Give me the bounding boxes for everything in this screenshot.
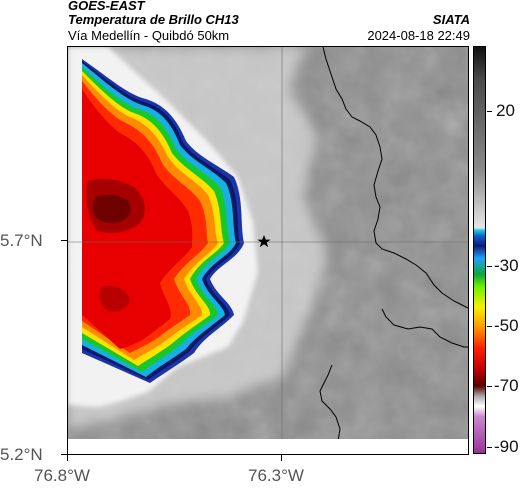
y-label-5.2: 5.2°N <box>0 445 43 464</box>
y-tick-2 <box>61 454 67 455</box>
organization-label: SIATA <box>432 12 470 27</box>
cb-tick-neg50 <box>487 326 492 327</box>
colorbar-label-20: 20 <box>496 101 515 120</box>
convective-cloud <box>82 59 244 383</box>
x-tick-1 <box>67 455 68 461</box>
route-subtitle: Vía Medellín - Quibdó 50km <box>68 28 230 43</box>
colorbar-label-neg70: -70 <box>494 376 519 395</box>
cb-tick-neg90 <box>487 447 492 448</box>
colorbar-label-neg90: -90 <box>494 437 519 456</box>
map-bottom-strip <box>68 439 468 454</box>
boundary-line-2 <box>381 308 468 348</box>
satellite-map[interactable] <box>67 46 469 455</box>
boundary-line-1 <box>322 47 468 309</box>
x-label-76.8: 76.8°W <box>34 466 90 485</box>
y-tick-1 <box>61 240 67 241</box>
cb-tick-neg70 <box>487 386 492 387</box>
x-tick-2 <box>281 455 282 461</box>
cb-tick-neg30 <box>487 266 492 267</box>
star-icon <box>257 235 271 248</box>
colorbar-label-neg30: -30 <box>494 256 519 275</box>
map-svg <box>68 47 468 454</box>
cb-tick-20 <box>487 111 492 112</box>
x-label-76.3: 76.3°W <box>248 466 304 485</box>
colorbar-label-neg50: -50 <box>494 316 519 335</box>
y-label-5.7: 5.7°N <box>0 231 43 250</box>
colorbar <box>473 46 486 454</box>
product-title: Temperatura de Brillo CH13 <box>68 12 239 27</box>
datetime-label: 2024-08-18 22:49 <box>367 28 470 43</box>
satellite-title: GOES-EAST <box>68 0 145 13</box>
